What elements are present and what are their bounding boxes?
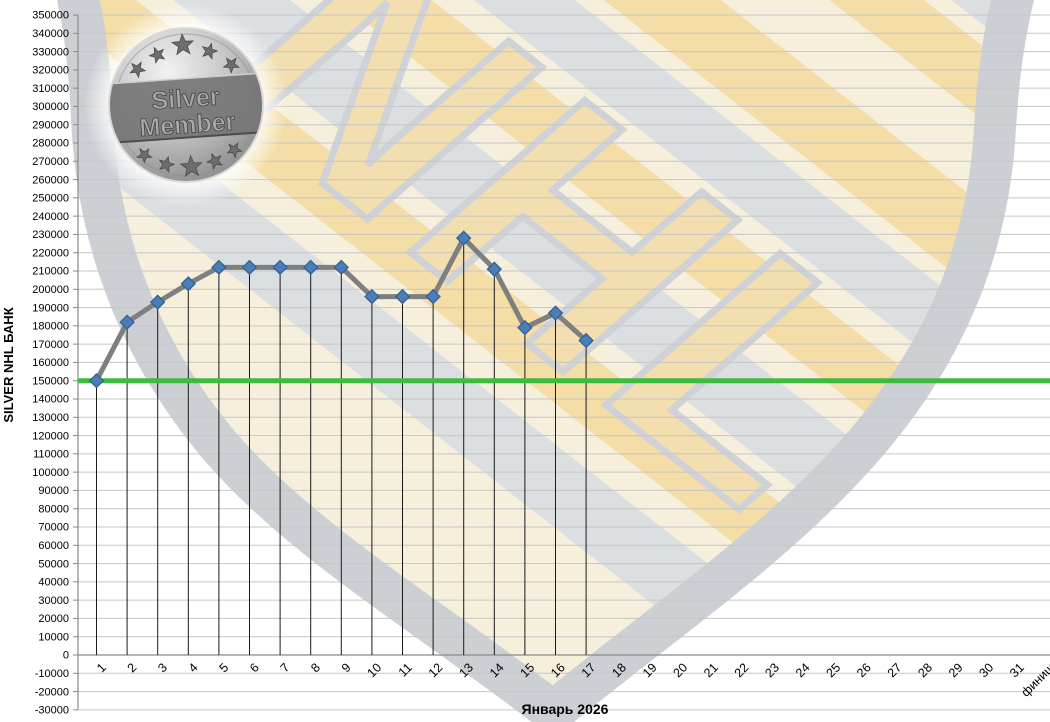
data-point-marker <box>455 230 472 246</box>
y-tick-label: 10000 <box>38 631 69 643</box>
x-tick-label: 25 <box>824 660 844 680</box>
y-tick-label: -10000 <box>35 668 69 680</box>
badge-band <box>104 72 268 144</box>
star-icon <box>129 61 147 79</box>
x-tick-label: 31 <box>1007 660 1027 680</box>
x-tick-label: 10 <box>365 660 385 680</box>
star-icon <box>201 42 219 60</box>
y-tick-label: -20000 <box>35 686 69 698</box>
y-tick-label: 140000 <box>32 394 69 406</box>
y-tick-label: 150000 <box>32 375 69 387</box>
y-tick-label: 170000 <box>32 339 69 351</box>
data-point-marker <box>180 276 197 292</box>
data-point-marker <box>364 288 380 305</box>
data-point-marker <box>272 259 288 276</box>
x-tick-label: 12 <box>426 660 446 680</box>
data-point-marker <box>333 259 350 276</box>
y-tick-label: 320000 <box>32 65 69 77</box>
y-tick-label: 220000 <box>32 247 69 259</box>
y-tick-label: 250000 <box>32 193 69 205</box>
data-point-marker <box>88 372 105 389</box>
y-tick-label: 340000 <box>32 28 69 40</box>
data-point-marker <box>241 259 258 276</box>
star-icon <box>226 142 243 159</box>
y-tick-label: 30000 <box>38 595 69 607</box>
y-tick-label: 50000 <box>38 558 69 570</box>
star-icon <box>158 155 176 174</box>
y-tick-label: 190000 <box>32 302 69 314</box>
y-tick-label: 180000 <box>32 321 69 333</box>
badge-stars <box>129 32 243 178</box>
y-tick-label: 80000 <box>38 503 69 515</box>
star-icon <box>136 147 153 164</box>
star-icon <box>179 154 203 178</box>
y-tick-label: 0 <box>63 650 69 662</box>
star-icon <box>205 152 223 171</box>
y-tick-label: 40000 <box>38 577 69 589</box>
data-point-marker <box>119 314 135 330</box>
y-tick-label: 90000 <box>38 485 69 497</box>
star-icon <box>222 57 240 74</box>
badge-text-silver: Silver <box>151 83 221 116</box>
x-tick-label: 29 <box>946 660 966 680</box>
x-tick-label: 28 <box>915 660 935 680</box>
y-tick-label: 60000 <box>38 540 69 552</box>
data-point-marker <box>486 261 503 277</box>
x-tick-label: 22 <box>732 660 752 680</box>
data-point-marker <box>211 259 227 276</box>
y-tick-label: 310000 <box>32 83 69 95</box>
y-tick-label: 160000 <box>32 357 69 369</box>
x-tick-label: 26 <box>854 660 874 680</box>
x-tick-label: 21 <box>701 660 721 680</box>
y-tick-label: 280000 <box>32 138 69 150</box>
x-tick-label: 11 <box>396 660 415 679</box>
y-tick-label: 130000 <box>32 412 69 424</box>
x-tick-label: финиш <box>1018 660 1050 699</box>
x-tick-label: 20 <box>671 660 691 680</box>
y-tick-label: 290000 <box>32 119 69 131</box>
y-tick-label: 230000 <box>32 229 69 241</box>
x-tick-label: 23 <box>762 660 782 680</box>
x-tick-label: 24 <box>793 660 813 680</box>
data-point-marker <box>302 259 319 276</box>
y-tick-label: 210000 <box>32 266 69 278</box>
data-point-marker <box>547 305 564 321</box>
data-point-marker <box>578 332 594 349</box>
y-tick-label: 200000 <box>32 284 69 296</box>
y-tick-label: 70000 <box>38 522 69 534</box>
y-tick-label: 240000 <box>32 211 69 223</box>
data-point-marker <box>425 288 441 305</box>
star-icon <box>148 46 166 64</box>
y-tick-label: -30000 <box>35 705 69 717</box>
plot-area: -30000 -20000 -10000 0 10000 20000 30000 40000 5… <box>32 10 1050 717</box>
x-tick-label: 30 <box>977 660 997 680</box>
y-tick-label: 350000 <box>32 10 69 22</box>
y-tick-label: 110000 <box>33 449 69 461</box>
y-tick-label: 120000 <box>32 430 69 442</box>
star-icon <box>170 32 195 56</box>
data-point-marker <box>394 288 411 305</box>
y-tick-label: 100000 <box>32 467 69 479</box>
silver-member-badge: Silver Member <box>84 3 288 207</box>
data-point-marker <box>149 294 166 310</box>
y-tick-label: 20000 <box>38 613 69 625</box>
y-axis-title: SILVER NHL БАНК <box>1 307 16 422</box>
y-tick-label: 300000 <box>32 101 69 113</box>
y-tick-label: 330000 <box>32 46 69 58</box>
data-point-marker <box>517 319 533 336</box>
y-tick-label: 260000 <box>32 174 69 186</box>
x-axis-title: Январь 2026 <box>522 701 609 717</box>
x-tick-label: 27 <box>885 660 905 680</box>
y-tick-label: 270000 <box>32 156 69 168</box>
